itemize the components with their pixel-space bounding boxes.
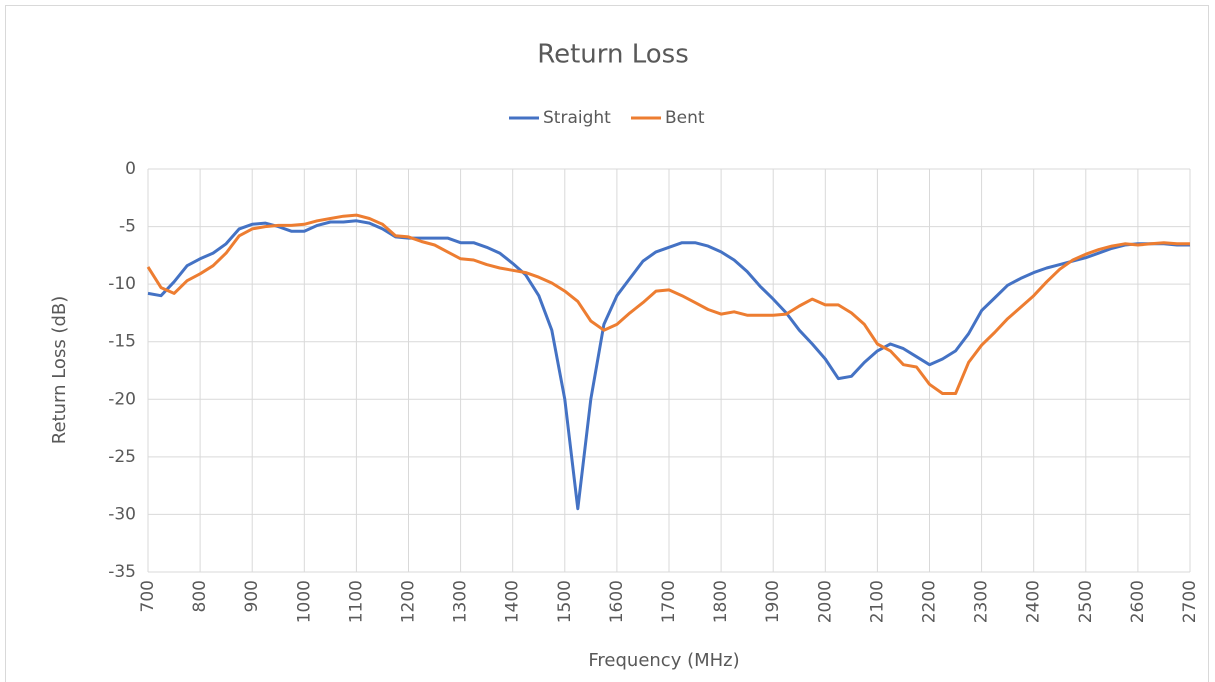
x-axis-title: Frequency (MHz)	[588, 650, 739, 671]
x-tick-label: 1500	[555, 580, 575, 623]
x-tick-label: 2200	[920, 580, 940, 623]
x-tick-label: 800	[190, 580, 210, 612]
legend-label: Bent	[665, 108, 705, 128]
y-tick-label: 0	[125, 159, 136, 179]
y-tick-label: -5	[119, 217, 136, 237]
x-tick-label: 1000	[294, 580, 314, 623]
y-tick-label: -10	[108, 274, 136, 294]
series-line	[146, 213, 1190, 395]
series-line	[147, 219, 1190, 511]
x-tick-label: 2600	[1128, 580, 1148, 623]
y-tick-label: -20	[108, 389, 136, 409]
y-tick-label: -35	[108, 562, 136, 582]
chart-title: Return Loss	[537, 40, 689, 70]
y-tick-label: -15	[108, 332, 136, 352]
x-tick-label: 2300	[972, 580, 992, 623]
x-tick-label: 2700	[1180, 580, 1200, 623]
x-tick-label: 2400	[1024, 580, 1044, 623]
x-tick-label: 900	[242, 580, 262, 612]
x-tick-label: 1700	[659, 580, 679, 623]
legend-label: Straight	[543, 108, 611, 128]
x-tick-label: 700	[138, 580, 158, 612]
x-tick-label: 1600	[607, 580, 627, 623]
x-tick-label: 1900	[763, 580, 783, 623]
chart-frame	[5, 5, 1209, 682]
x-tick-label: 1200	[399, 580, 419, 623]
x-tick-label: 1800	[711, 580, 731, 623]
x-tick-label: 1100	[346, 580, 366, 623]
y-tick-label: -25	[108, 447, 136, 467]
x-tick-label: 1300	[451, 580, 471, 623]
x-tick-label: 2000	[815, 580, 835, 623]
y-axis-title: Return Loss (dB)	[49, 296, 70, 444]
x-tick-label: 2500	[1076, 580, 1096, 623]
y-tick-label: -30	[108, 504, 136, 524]
x-tick-label: 2100	[867, 580, 887, 623]
x-tick-label: 1400	[503, 580, 523, 623]
